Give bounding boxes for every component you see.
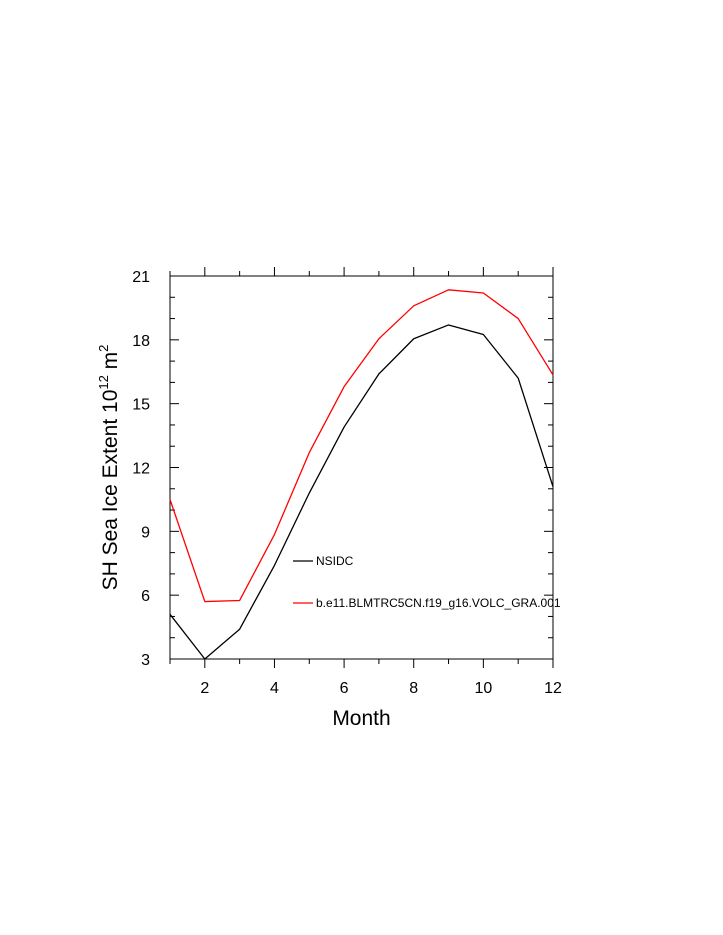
y-tick-label: 18	[132, 333, 150, 350]
y-tick-label: 21	[132, 269, 150, 286]
plot-frame	[169, 275, 554, 660]
y-tick-label: 9	[141, 524, 150, 541]
x-tick-label: 2	[200, 680, 209, 697]
x-tick-label: 6	[340, 680, 349, 697]
series-lines	[169, 289, 554, 660]
y-tick-label: 15	[132, 397, 150, 414]
y-tick-label: 12	[132, 461, 150, 478]
y-axis-title-exponent: 12	[96, 375, 111, 389]
x-axis-title: Month	[332, 707, 390, 730]
x-tick-label: 4	[270, 680, 279, 697]
legend: NSIDC b.e11.BLMTRC5CN.f19_g16.VOLC_GRA.00…	[293, 554, 561, 610]
tick-labels: 2 4 6 8 10 12 3 6 9 12 15 18 21	[132, 269, 562, 697]
series-line-nsidc	[169, 324, 554, 660]
y-tick-label: 3	[141, 652, 150, 669]
series-line-model	[169, 289, 554, 603]
y-axis-title-main: SH Sea Ice Extent 10	[99, 390, 122, 591]
y-axis-title-unit-exponent: 2	[96, 345, 111, 352]
y-axis-title: SH Sea Ice Extent 1012 m2	[96, 345, 122, 591]
legend-label: NSIDC	[316, 554, 354, 568]
x-tick-label: 12	[544, 680, 562, 697]
y-axis-title-unit: m	[99, 352, 122, 375]
y-tick-label: 6	[141, 588, 150, 605]
legend-label: b.e11.BLMTRC5CN.f19_g16.VOLC_GRA.001	[316, 596, 561, 610]
x-tick-label: 10	[474, 680, 492, 697]
x-tick-label: 8	[409, 680, 418, 697]
